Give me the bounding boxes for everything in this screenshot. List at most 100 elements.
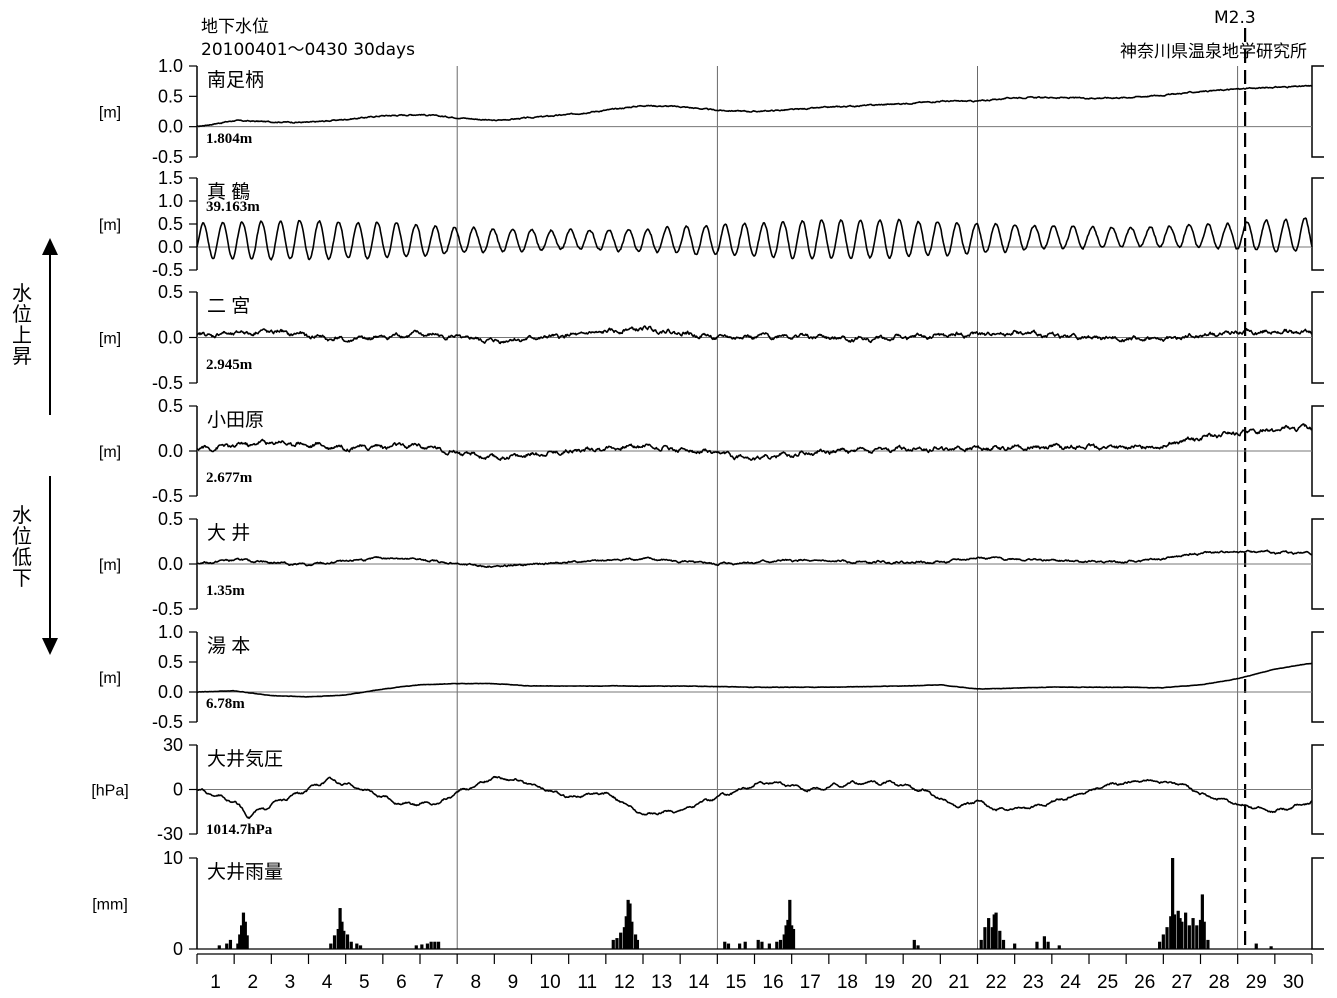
panel-3-baseline-value: 2.945m <box>206 357 253 373</box>
panel-6-y-tick-label: -0.5 <box>152 712 183 732</box>
panel-7-unit-label: [hPa] <box>91 783 128 800</box>
x-tick-label: 26 <box>1134 972 1155 993</box>
water-rise-label: 水位上昇 <box>12 281 32 368</box>
x-tick-label: 9 <box>508 972 519 993</box>
panel-3-right-bracket <box>1311 291 1324 384</box>
panel-1-y-tick-label: 0.5 <box>158 86 183 106</box>
panel-4-y-tick-label: 0.0 <box>158 441 183 461</box>
rainfall-bar <box>916 945 920 949</box>
x-tick-label: 29 <box>1246 972 1267 993</box>
rainfall-bar <box>1198 919 1203 949</box>
panel-6-baseline-value: 6.78m <box>206 696 245 712</box>
rainfall-bar <box>778 939 783 949</box>
rainfall-bar <box>332 935 337 949</box>
rainfall-bar <box>1158 941 1162 949</box>
rainfall-bar <box>236 943 240 949</box>
x-tick-label: 18 <box>837 972 858 993</box>
x-tick-label: 17 <box>800 972 821 993</box>
x-tick-label: 7 <box>433 972 444 993</box>
rainfall-bar <box>743 941 747 949</box>
rainfall-bar <box>1046 941 1050 949</box>
rainfall-bar <box>336 928 340 949</box>
rainfall-bar <box>1165 927 1169 949</box>
panel-4-right-bracket <box>1311 405 1324 497</box>
panel-6-series-line <box>196 662 1313 698</box>
panel-5-y-tick-label: 0.5 <box>158 509 183 529</box>
rainfall-bar <box>228 939 233 949</box>
rainfall-bar <box>992 914 996 949</box>
rainfall-bar <box>1035 941 1039 949</box>
panel-2-y-tick-label: 1.5 <box>158 168 183 188</box>
panel-2-right-bracket <box>1311 177 1324 271</box>
panel-2-unit-label: [m] <box>99 217 121 234</box>
x-tick-label: 6 <box>396 972 407 993</box>
rainfall-bar <box>1001 939 1006 949</box>
rainfall-bar <box>788 899 792 949</box>
x-tick-label: 2 <box>247 972 258 993</box>
rainfall-bar <box>240 925 244 949</box>
rainfall-bar <box>340 921 344 949</box>
rainfall-bar <box>1176 910 1180 949</box>
panel-1-y-tick-label: 1.0 <box>158 56 183 76</box>
rainfall-bar <box>738 943 742 949</box>
panel-4-series-line <box>196 423 1313 461</box>
x-tick-label: 27 <box>1171 972 1192 993</box>
water-fall-label: 水位低下 <box>12 503 32 590</box>
panel-3-unit-label: [m] <box>99 331 121 348</box>
rainfall-bar <box>342 930 346 949</box>
panel-4-y-tick-label: -0.5 <box>152 486 183 506</box>
rainfall-bar <box>786 919 790 949</box>
rainfall-bar <box>979 939 983 949</box>
x-tick-label: 25 <box>1097 972 1118 993</box>
panel-2-series-line <box>196 217 1313 261</box>
rainfall-bar <box>245 935 249 949</box>
x-tick-label: 16 <box>763 972 784 993</box>
rainfall-bar <box>633 934 638 949</box>
rainfall-bar <box>635 939 640 949</box>
panel-7-series-line <box>196 775 1313 820</box>
rainfall-bar <box>628 903 632 949</box>
panel-6-y-tick-label: 1.0 <box>158 622 183 642</box>
rainfall-bar <box>784 925 788 949</box>
rainfall-bar <box>1057 945 1061 949</box>
panel-1-right-bracket <box>1311 65 1324 158</box>
rainfall-bar <box>626 899 630 949</box>
panel-5-y-tick-label: -0.5 <box>152 599 183 619</box>
panel-8-unit-label: [mm] <box>92 897 128 914</box>
panel-7-y-tick-label: -30 <box>157 824 183 844</box>
panel-1-series-line <box>196 84 1313 128</box>
rainfall-bar <box>1202 921 1206 949</box>
rainfall-bar <box>436 941 441 949</box>
panel-2-y-tick-label: 1.0 <box>158 191 183 211</box>
panel-5-right-bracket <box>1311 518 1324 610</box>
panel-3-y-tick-label: 0.0 <box>158 328 183 348</box>
rainfall-bar <box>1254 943 1258 949</box>
x-tick-label: 30 <box>1283 972 1304 993</box>
rainfall-bar <box>1195 925 1199 949</box>
rainfall-bar <box>1200 894 1204 949</box>
panel-7-y-tick-label: 30 <box>163 735 183 755</box>
panel-2-baseline-value: 39.163m <box>206 199 260 215</box>
panel-2-y-tick-label: -0.5 <box>152 260 183 280</box>
panel-3-station-name: 二 宮 <box>207 295 250 317</box>
event-magnitude-label: M2.3 <box>1214 8 1256 28</box>
rainfall-bar <box>1042 936 1046 949</box>
rainfall-bar <box>1178 918 1182 949</box>
x-tick-label: 4 <box>322 972 333 993</box>
rainfall-bar <box>1184 912 1188 949</box>
rainfall-bar <box>723 941 727 949</box>
rainfall-bar <box>760 941 764 949</box>
rainfall-bar <box>429 941 433 949</box>
panel-4-y-tick-label: 0.5 <box>158 396 183 416</box>
rainfall-bar <box>994 912 998 949</box>
down-arrow-icon <box>42 638 58 655</box>
rainfall-bar <box>1206 939 1210 949</box>
panel-8-station-name: 大井雨量 <box>207 861 283 883</box>
rainfall-bar <box>1187 925 1191 949</box>
rainfall-bar <box>425 943 430 949</box>
rainfall-bar <box>1191 918 1195 949</box>
panel-8-right-bracket <box>1311 857 1324 950</box>
panel-5-unit-label: [m] <box>99 557 121 574</box>
rainfall-bar <box>345 934 350 949</box>
